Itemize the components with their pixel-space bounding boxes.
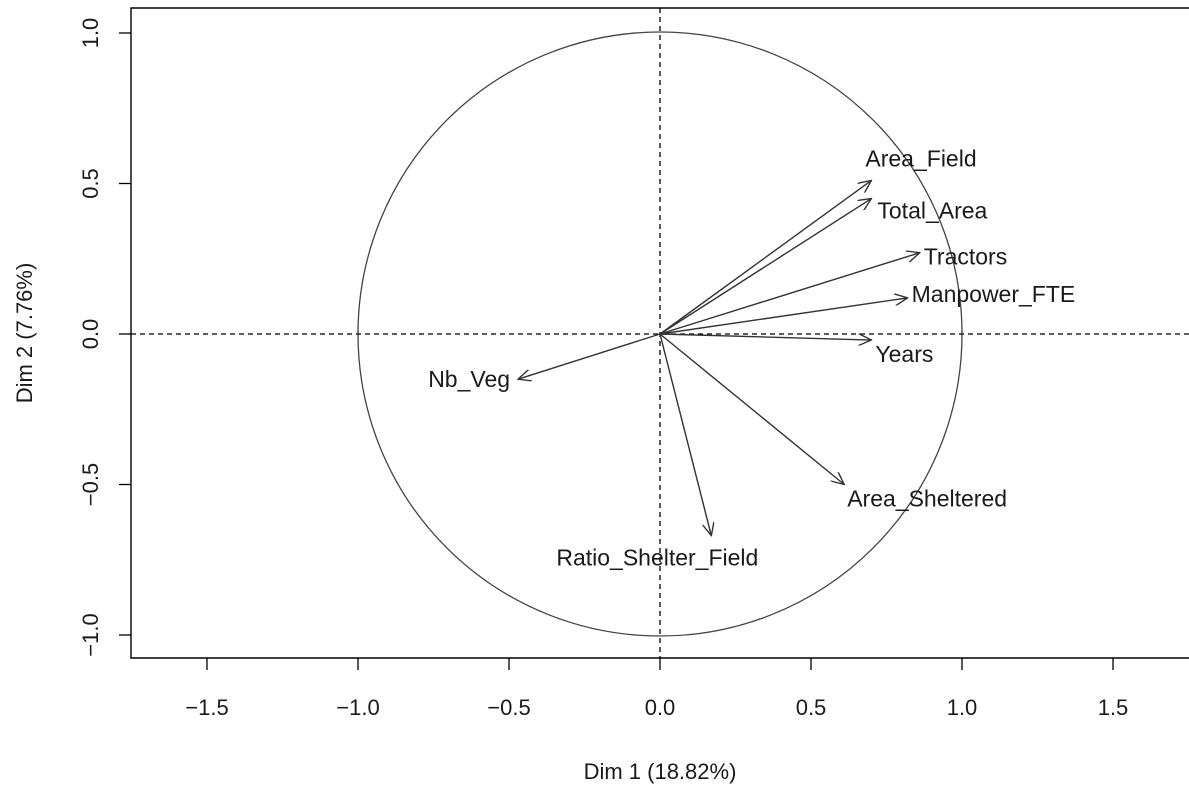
arrow-nb-veg xyxy=(518,333,661,379)
x-tick-label: 1.5 xyxy=(1098,695,1129,720)
label-nb-veg: Nb_Veg xyxy=(428,366,510,392)
y-tick-label: 1.0 xyxy=(78,18,103,49)
variable-labels: Area_Field Total_Area Tractors Manpower_FTE… xyxy=(428,145,1075,570)
x-tick-label: 0.0 xyxy=(645,695,676,720)
arrow-ratio-shelter-field xyxy=(659,333,711,536)
reference-lines xyxy=(131,8,1189,658)
y-tick-label: −1.0 xyxy=(78,613,103,656)
arrow-years xyxy=(659,333,871,340)
y-tick-label: −0.5 xyxy=(78,463,103,506)
label-tractors: Tractors xyxy=(924,244,1008,270)
x-tick-label: −0.5 xyxy=(487,695,530,720)
arrow-area-field xyxy=(659,180,871,335)
arrow-total-area xyxy=(659,199,871,335)
label-area-field: Area_Field xyxy=(865,145,976,171)
variable-arrows xyxy=(518,180,920,535)
x-axis-title: Dim 1 (18.82%) xyxy=(584,759,737,784)
label-ratio-shelter-field: Ratio_Shelter_Field xyxy=(556,545,758,571)
x-tick-label: −1.5 xyxy=(185,695,228,720)
arrow-tractors xyxy=(659,253,920,335)
x-tick-label: −1.0 xyxy=(336,695,379,720)
y-tick-label: 0.0 xyxy=(78,319,103,350)
label-years: Years xyxy=(875,341,933,367)
y-axis-title: Dim 2 (7.76%) xyxy=(12,263,37,404)
arrow-manpower-fte xyxy=(659,298,908,335)
y-tick-label: 0.5 xyxy=(78,168,103,199)
x-tick-label: 1.0 xyxy=(947,695,978,720)
x-axis: −1.5 −1.0 −0.5 0.0 0.5 1.0 1.5 xyxy=(185,658,1128,720)
label-total-area: Total_Area xyxy=(877,198,987,224)
arrow-area-sheltered xyxy=(659,333,844,485)
x-tick-label: 0.5 xyxy=(796,695,827,720)
label-area-sheltered: Area_Sheltered xyxy=(847,486,1007,512)
y-axis: −1.0 −0.5 0.0 0.5 1.0 xyxy=(78,18,131,657)
label-manpower-fte: Manpower_FTE xyxy=(912,281,1076,307)
